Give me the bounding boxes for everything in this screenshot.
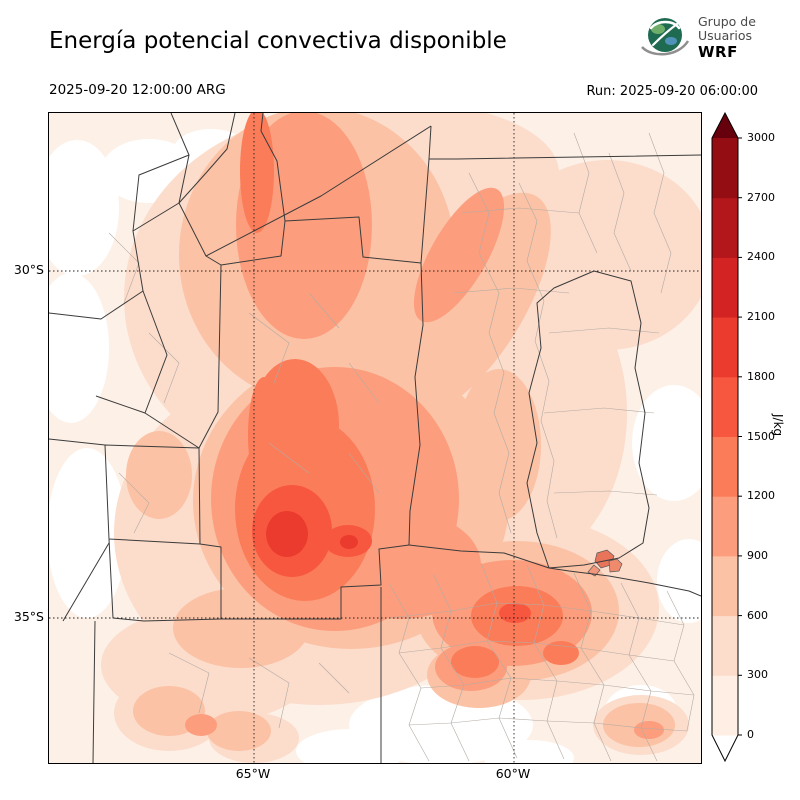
- lon-tick-60w: 60°W: [495, 766, 531, 781]
- colorbar: [711, 112, 742, 763]
- logo-text-line1: Grupo de: [698, 14, 756, 30]
- colorbar-tick-labels: 0 300 600 900 1200 1500 1800 2100 2400 2700 3000: [747, 0, 791, 800]
- lon-tick-65w: 65°W: [235, 766, 271, 781]
- colorbar-tick-label: 2700: [747, 191, 775, 204]
- lat-tick-35s: 35°S: [13, 609, 44, 624]
- urban-area: [587, 549, 623, 577]
- gridlines: [49, 113, 701, 763]
- province-borders: [49, 113, 701, 763]
- page-title: Energía potencial convectiva disponible: [49, 28, 507, 54]
- logo-text-line2: Usuarios: [698, 28, 753, 44]
- colorbar-tick-label: 600: [747, 609, 768, 622]
- colorbar-tick-label: 2100: [747, 310, 775, 323]
- run-time-label: Run: 2025-09-20 06:00:00: [586, 84, 758, 99]
- colorbar-unit-label: J/kg: [771, 414, 785, 437]
- colorbar-tick-label: 300: [747, 668, 768, 681]
- colorbar-tick-label: 1200: [747, 489, 775, 502]
- lat-tick-30s: 30°S: [13, 262, 44, 277]
- colorbar-tick-label: 1800: [747, 370, 775, 383]
- department-borders: [108, 132, 695, 762]
- colorbar-tick-label: 900: [747, 549, 768, 562]
- globe-icon: [641, 18, 690, 56]
- colorbar-tick-label: 3000: [747, 131, 775, 144]
- colorbar-tick-label: 1500: [747, 430, 775, 443]
- logo-text-wrf: WRF: [698, 43, 738, 62]
- cape-field: [49, 113, 701, 763]
- colorbar-tick-label: 2400: [747, 250, 775, 263]
- valid-time-label: 2025-09-20 12:00:00 ARG: [49, 82, 226, 98]
- colorbar-tick-label: 0: [747, 728, 754, 741]
- cape-map: [48, 112, 702, 764]
- wrf-users-group-logo: Grupo de Usuarios WRF: [638, 11, 756, 65]
